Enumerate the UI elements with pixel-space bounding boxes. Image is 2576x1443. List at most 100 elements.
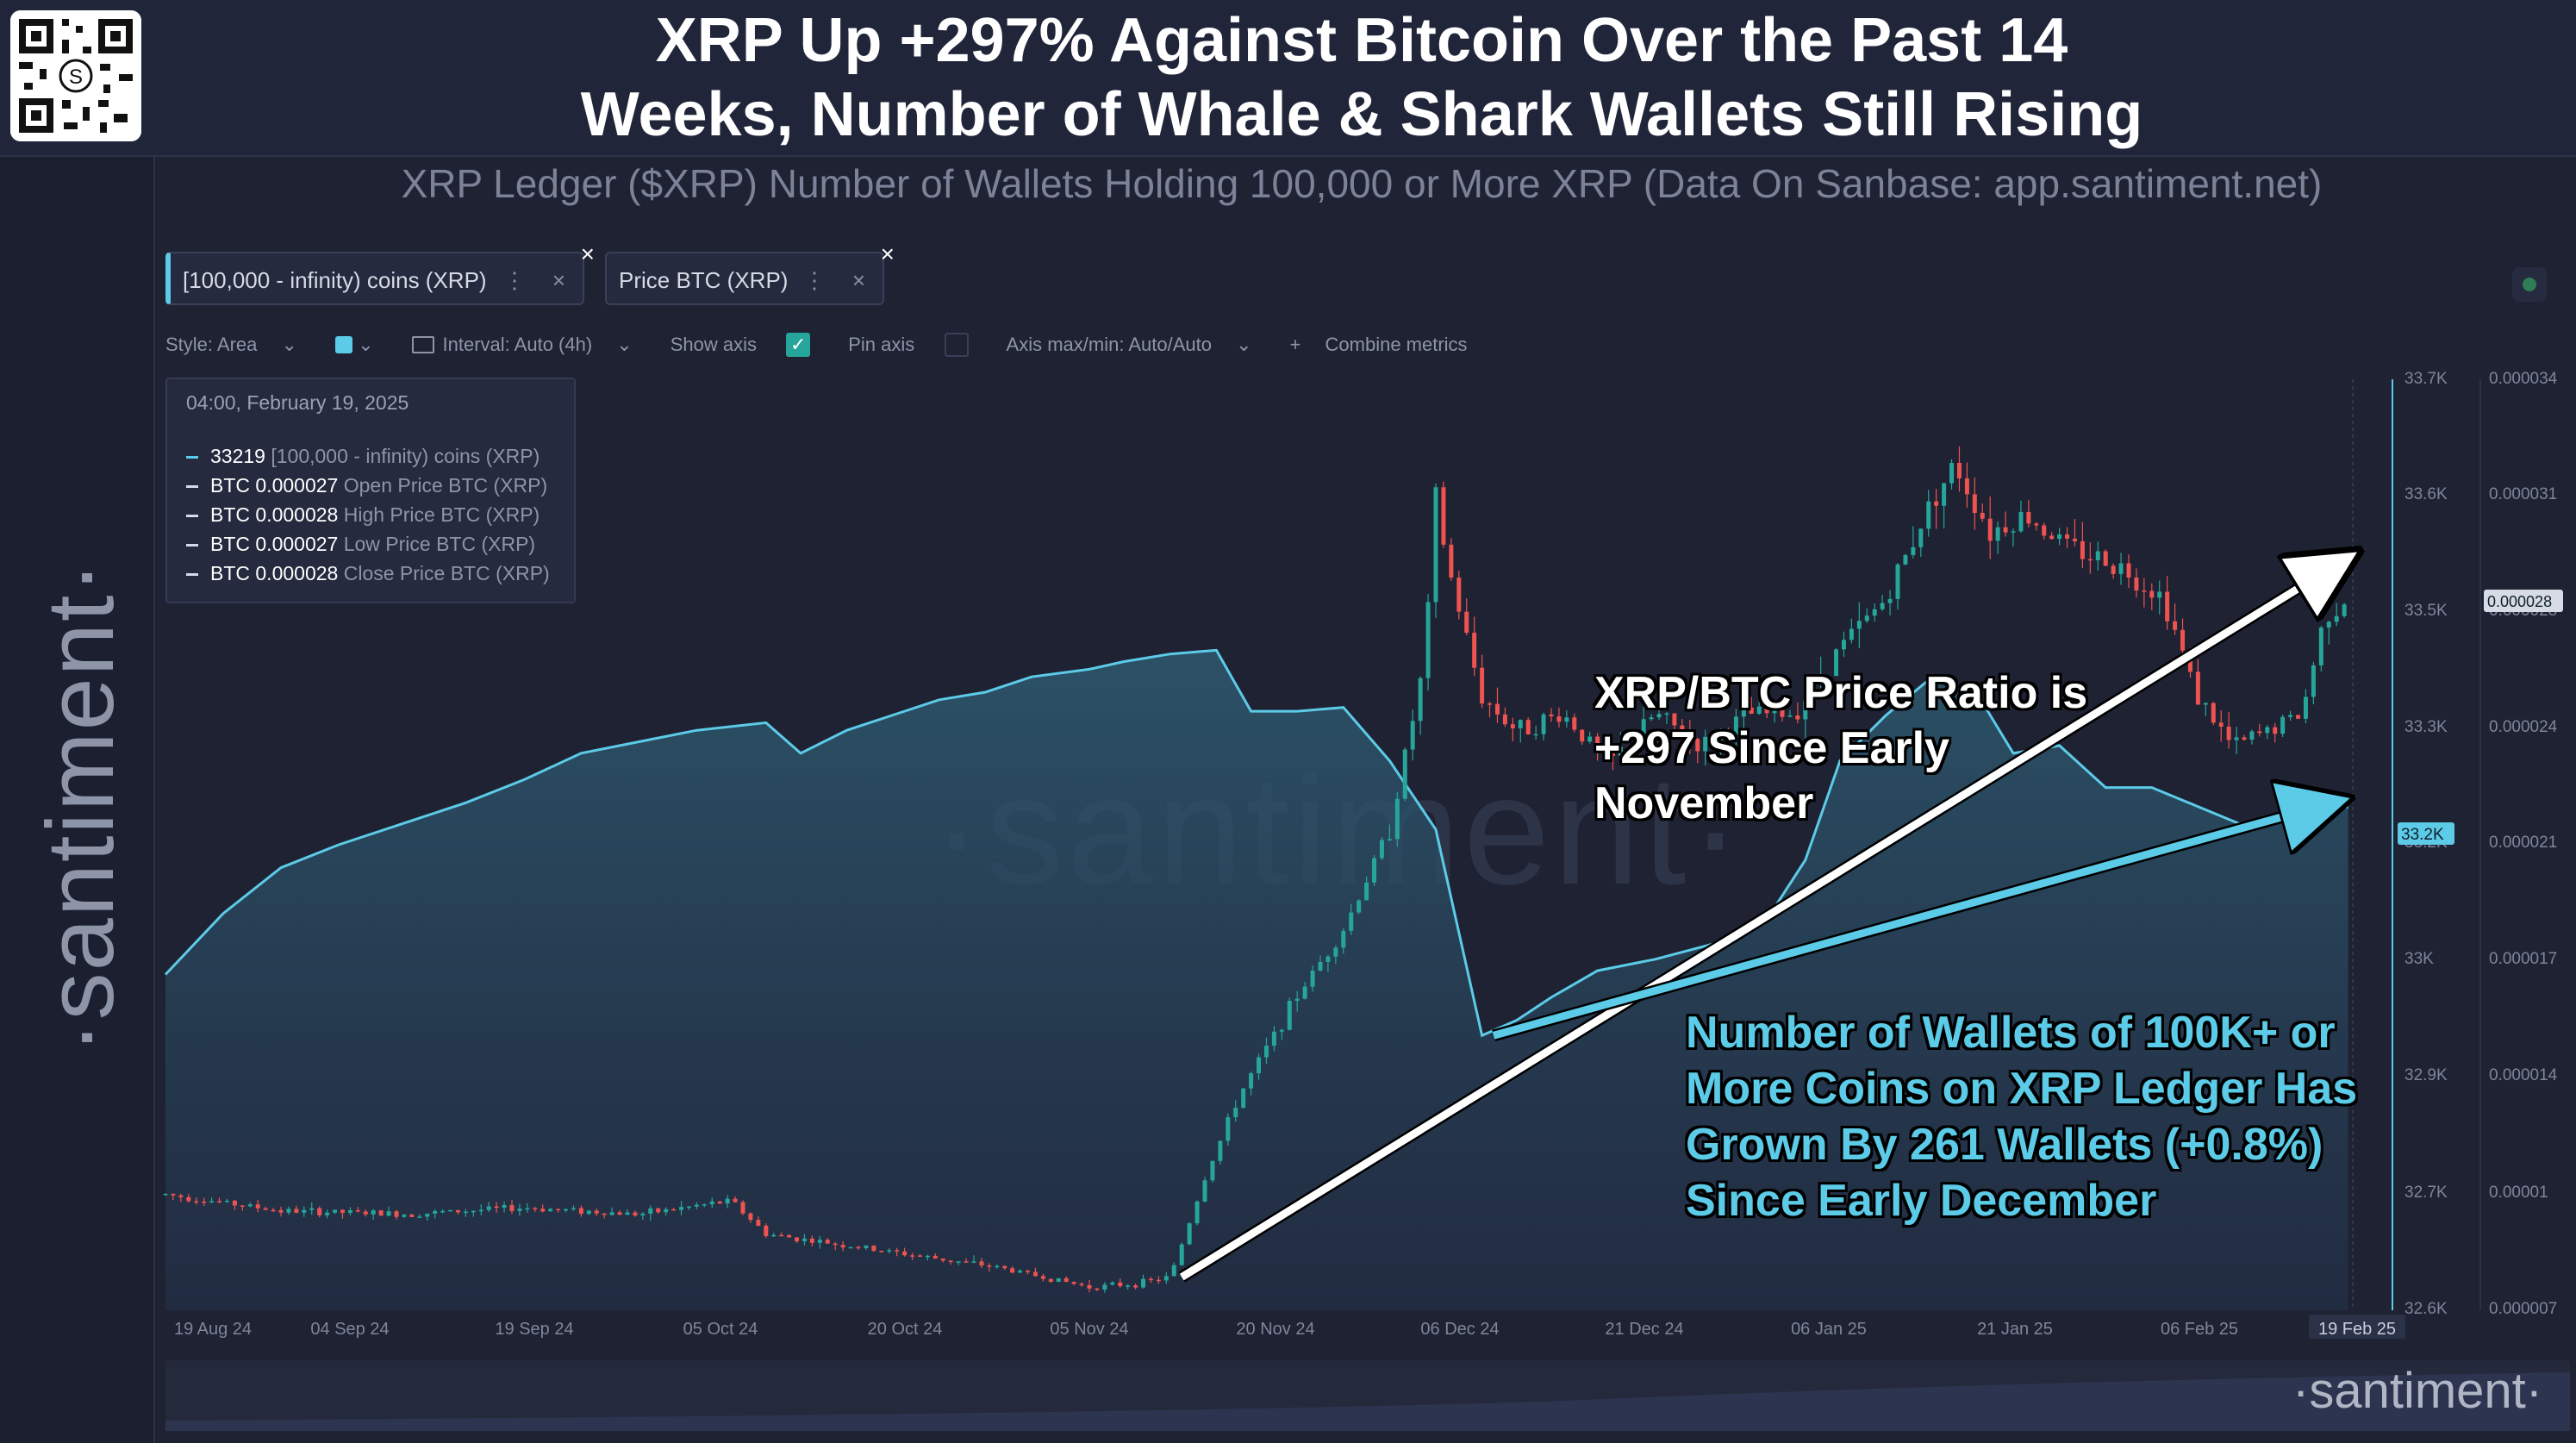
current-wallet-value: 33.2K <box>2401 826 2444 844</box>
style-select[interactable]: Style: Area ⌄ <box>165 334 297 355</box>
y-left-tick-label: 32.7K <box>2404 1184 2448 1202</box>
price-candle <box>664 1209 669 1213</box>
hide-metric-icon[interactable]: × <box>851 267 865 293</box>
axis-maxmin-select[interactable]: Axis max/min: Auto/Auto ⌄ <box>1006 334 1252 355</box>
y-right-tick-label: 0.00001 <box>2489 1184 2548 1202</box>
tooltip-date: 04:00, February 19, 2025 <box>186 391 409 414</box>
price-candle <box>2134 578 2139 591</box>
series-color-icon <box>186 544 198 547</box>
price-candle <box>917 1255 922 1257</box>
price-candle <box>2326 622 2331 628</box>
price-candle <box>795 1237 800 1241</box>
price-candle <box>548 1209 553 1212</box>
price-candle <box>2003 527 2008 533</box>
remove-metric-icon[interactable]: × <box>880 240 895 267</box>
price-candle <box>1010 1268 1015 1273</box>
price-candle <box>1834 649 1839 677</box>
price-candle <box>217 1201 222 1202</box>
price-candle <box>679 1207 684 1210</box>
price-candle <box>1425 602 1431 678</box>
price-candle <box>556 1209 561 1210</box>
price-candle <box>325 1212 330 1215</box>
price-candle <box>1056 1277 1061 1283</box>
price-candle <box>2057 534 2062 540</box>
price-candle <box>2180 629 2186 651</box>
color-swatch-icon <box>334 336 352 353</box>
price-candle <box>2211 703 2216 723</box>
price-ratio-annotation: XRP/BTC Price Ratio is +297 Since Early … <box>1594 668 2088 828</box>
x-tick-label: 21 Jan 25 <box>1977 1320 2053 1339</box>
price-candle <box>1372 858 1377 883</box>
price-candle <box>1549 714 1554 716</box>
price-candle <box>2080 540 2085 559</box>
more-options-icon[interactable]: ⋮ <box>803 267 826 293</box>
pin-axis-toggle[interactable]: Pin axis <box>848 333 987 357</box>
color-picker[interactable]: ⌄ <box>334 334 393 356</box>
price-candle <box>971 1261 976 1263</box>
more-options-icon[interactable]: ⋮ <box>503 267 526 293</box>
price-candle <box>1649 717 1654 720</box>
show-axis-toggle[interactable]: Show axis ✓ <box>671 333 830 357</box>
price-candle <box>1357 900 1362 913</box>
metric-chip-price[interactable]: Price BTC (XRP) ⋮ × × <box>605 240 895 305</box>
price-candle <box>1294 998 1300 1002</box>
price-candle <box>1249 1073 1254 1089</box>
price-candle <box>1032 1271 1038 1277</box>
price-candle <box>1018 1271 1023 1273</box>
interval-select[interactable]: Interval: Auto (4h) ⌄ <box>411 334 652 356</box>
price-candle <box>1263 1046 1269 1058</box>
series-color-icon <box>186 456 198 459</box>
price-candle <box>525 1208 530 1210</box>
price-candle <box>1002 1265 1007 1269</box>
price-candle <box>1934 501 1939 506</box>
price-candle <box>1572 717 1577 730</box>
price-candle <box>1079 1284 1084 1285</box>
y-right-tick-label: 0.000034 <box>2489 370 2558 388</box>
price-candle <box>756 1220 761 1226</box>
price-candle <box>1972 494 1977 514</box>
price-candle <box>209 1201 215 1202</box>
hide-metric-icon[interactable]: × <box>552 267 565 293</box>
timeline-navigator[interactable] <box>165 1360 2570 1431</box>
tooltip-row: BTC 0.000028 Close Price BTC (XRP) <box>186 562 550 585</box>
checkbox-empty-icon[interactable] <box>944 333 969 357</box>
price-candle <box>1587 736 1593 742</box>
x-tick-label: 04 Sep 24 <box>310 1320 389 1339</box>
price-candle <box>1418 678 1423 722</box>
price-candle <box>1480 667 1485 704</box>
current-price-tag <box>2484 590 2563 612</box>
price-candle <box>1333 947 1338 957</box>
price-candle <box>1148 1278 1153 1281</box>
y-right-tick-label: 0.000014 <box>2489 1066 2558 1084</box>
price-candle <box>1656 714 1662 718</box>
price-candle <box>1926 501 1931 529</box>
price-candle <box>2342 604 2347 616</box>
x-tick-label: 05 Nov 24 <box>1050 1320 1128 1339</box>
price-candle <box>1287 1001 1292 1030</box>
price-candle <box>1349 912 1354 931</box>
price-candle <box>856 1246 861 1249</box>
price-candle <box>1156 1279 1161 1282</box>
price-candle <box>1194 1201 1200 1224</box>
price-candle <box>1687 735 1693 740</box>
price-candle <box>1510 724 1515 728</box>
price-candle <box>163 1193 168 1196</box>
live-status-indicator[interactable] <box>2512 267 2547 302</box>
tooltip-row: 33219 [100,000 - infinity) coins (XRP) <box>186 445 540 468</box>
price-candle <box>586 1210 591 1215</box>
x-tick-label: 19 Feb 25 <box>2318 1320 2396 1339</box>
price-candle <box>702 1204 707 1206</box>
x-tick-label: 20 Nov 24 <box>1236 1320 1314 1339</box>
metric-chip-wallets[interactable]: [100,000 - infinity) coins (XRP) ⋮ × × <box>165 240 595 305</box>
price-candle <box>709 1201 714 1205</box>
price-candle <box>2265 727 2270 734</box>
combine-metrics-button[interactable]: + Combine metrics <box>1289 334 1468 355</box>
checkbox-checked-icon[interactable]: ✓ <box>786 333 811 357</box>
remove-metric-icon[interactable]: × <box>580 240 595 267</box>
price-candle <box>2303 697 2308 719</box>
price-candle <box>1410 721 1415 750</box>
price-candle <box>509 1205 515 1211</box>
price-candle <box>194 1201 199 1202</box>
metric-chip-label: [100,000 - infinity) coins (XRP) <box>183 267 487 293</box>
